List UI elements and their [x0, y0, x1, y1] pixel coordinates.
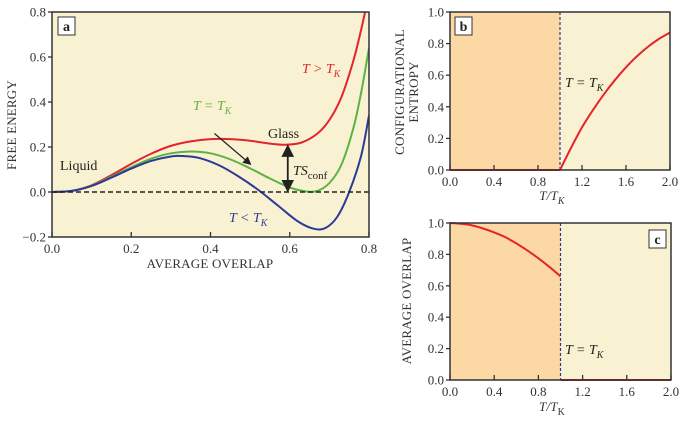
panel-a-background — [52, 12, 369, 237]
series-line-blue — [52, 115, 369, 231]
panel-b-xtick-label: 0.4 — [486, 174, 503, 189]
panel-c-frame — [449, 222, 672, 381]
panel-c-glass-region — [450, 223, 561, 380]
panel-b-xtick-label: 2.0 — [662, 174, 678, 189]
panel-c-ytick-label: 0.0 — [428, 373, 444, 388]
panel-c-xtick-label: 2.0 — [663, 384, 679, 399]
panel-a-xtick-label: 0.4 — [202, 241, 219, 256]
panel-b-ytick-label: 0.6 — [428, 68, 445, 83]
panel-c-ytick-label: 1.0 — [428, 216, 444, 231]
panel-b-xtick-label: 0.8 — [530, 174, 546, 189]
panel-b-xtick-label: 0.0 — [442, 174, 458, 189]
panel-b-configurational-entropy: 0.0 0.4 0.8 1.2 1.6 2.0 0.0 0.2 0.4 0.6 0.8 1.0 b T… — [392, 5, 678, 208]
panel-b-label: b — [460, 20, 468, 35]
panel-b-glass-region — [450, 12, 560, 170]
panel-c-xtick-label: 1.6 — [619, 384, 636, 399]
series-line-S_conf — [559, 31, 671, 171]
glass-label: Glass — [268, 127, 299, 142]
panel-b-xlabel: T/TK — [539, 188, 566, 207]
panel-c-xtick-label: 0.0 — [442, 384, 458, 399]
panel-b-ticks: 0.0 0.4 0.8 1.2 1.6 2.0 0.0 0.2 0.4 0.6 0.8 1.0 — [428, 5, 678, 190]
panel-b-ylabel-line2: ENTROPY — [406, 61, 421, 123]
panel-a-ticks: 0.0 0.2 0.4 0.6 0.8−0.20.00.20.40.60.8 — [22, 5, 377, 257]
panel-a-ytick-label: 0.8 — [30, 5, 46, 20]
panel-a-ytick-label: 0.6 — [30, 50, 47, 65]
series-label-t-below-tk: T < TK — [229, 211, 269, 229]
panel-a-xtick-label: 0.0 — [44, 241, 60, 256]
panel-c-xlabel: T/TK — [539, 399, 566, 418]
series-label-t-above-tk: T > TK — [302, 62, 342, 80]
panel-c-ytick-label: 0.6 — [428, 278, 445, 293]
panel-a-label-box — [57, 16, 76, 36]
series-line-red — [52, 12, 367, 193]
panel-c-average-overlap: 0.0 0.4 0.8 1.2 1.6 2.0 0.0 0.2 0.4 0.6 0.8 1.0 c T… — [399, 216, 679, 419]
panel-a-ytick-label: 0.4 — [30, 95, 47, 110]
panel-a-xtick-label: 0.6 — [282, 241, 299, 256]
liquid-label: Liquid — [60, 159, 97, 174]
panel-a-xtick-label: 0.8 — [361, 241, 377, 256]
panel-c-ytick-label: 0.4 — [428, 310, 445, 325]
panel-b-ytick-label: 0.0 — [428, 163, 444, 178]
panel-b-xtick-label: 1.2 — [574, 174, 590, 189]
ts-conf-label: TSconf — [293, 164, 328, 182]
panel-b-label-box — [454, 16, 473, 36]
panel-b-ytick-label: 0.4 — [428, 99, 445, 114]
panel-c-ytick-label: 0.8 — [428, 247, 444, 262]
panel-a-xlabel: AVERAGE OVERLAP — [147, 256, 274, 271]
panel-c-label-box — [648, 229, 667, 249]
panel-c-xtick-label: 0.8 — [530, 384, 546, 399]
panel-a-ylabel: FREE ENERGY — [4, 80, 19, 170]
panel-b-xtick-label: 1.6 — [618, 174, 635, 189]
panel-c-ticks: 0.0 0.4 0.8 1.2 1.6 2.0 0.0 0.2 0.4 0.6 0.8 1.0 — [428, 216, 679, 400]
panel-a-free-energy: 0.0 0.2 0.4 0.6 0.8−0.20.00.20.40.60.8 a AVE… — [4, 5, 377, 272]
panel-b-ytick-label: 0.8 — [428, 36, 444, 51]
panel-b-frame — [449, 11, 671, 171]
panel-b-ytick-label: 1.0 — [428, 5, 444, 20]
series-label-t-equal-tk: T = TK — [193, 99, 233, 117]
panel-b-tk-label: T = TK — [565, 76, 605, 94]
panel-c-ylabel: AVERAGE OVERLAP — [399, 238, 414, 365]
series-line-overlap_glass — [449, 222, 562, 278]
panel-a-ytick-label: 0.0 — [30, 185, 46, 200]
panel-c-ytick-label: 0.2 — [428, 341, 444, 356]
panel-c-xtick-label: 1.2 — [574, 384, 590, 399]
panel-b-ylabel-line1: CONFIGURATIONAL — [392, 29, 407, 155]
panel-b-ytick-label: 0.2 — [428, 131, 444, 146]
panel-c-tk-label: T = TK — [565, 343, 605, 361]
panel-c-label: c — [654, 233, 660, 248]
panel-a-ytick-label: −0.2 — [22, 230, 46, 245]
panel-c-xtick-label: 0.4 — [486, 384, 503, 399]
panel-a-curves — [52, 12, 369, 231]
panel-a-ytick-label: 0.2 — [30, 140, 46, 155]
panel-a-label: a — [63, 20, 70, 35]
panel-a-xtick-label: 0.2 — [123, 241, 139, 256]
tk-pointer-arrow — [214, 133, 252, 165]
